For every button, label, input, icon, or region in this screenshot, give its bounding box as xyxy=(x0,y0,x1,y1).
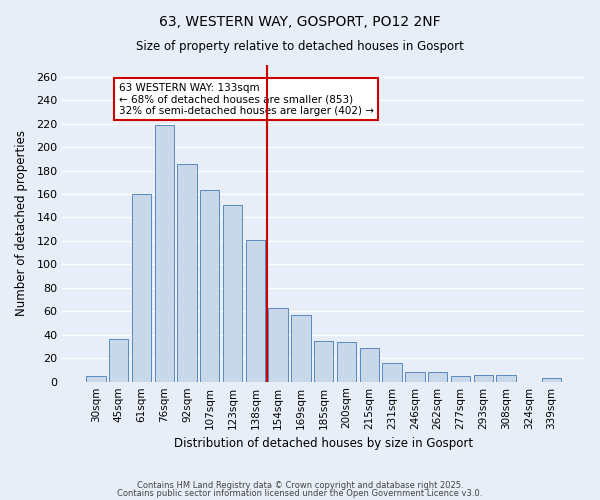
Bar xyxy=(496,374,515,382)
Bar xyxy=(200,190,220,382)
Bar xyxy=(359,348,379,382)
Bar xyxy=(451,376,470,382)
Bar xyxy=(223,204,242,382)
Bar xyxy=(473,374,493,382)
Bar xyxy=(291,315,311,382)
Bar xyxy=(109,340,128,382)
Bar xyxy=(132,194,151,382)
Bar xyxy=(405,372,425,382)
Bar xyxy=(155,125,174,382)
Bar xyxy=(428,372,448,382)
Bar xyxy=(337,342,356,382)
Text: 63, WESTERN WAY, GOSPORT, PO12 2NF: 63, WESTERN WAY, GOSPORT, PO12 2NF xyxy=(159,15,441,29)
Bar xyxy=(268,308,288,382)
Y-axis label: Number of detached properties: Number of detached properties xyxy=(15,130,28,316)
X-axis label: Distribution of detached houses by size in Gosport: Distribution of detached houses by size … xyxy=(174,437,473,450)
Bar xyxy=(382,363,402,382)
Text: Contains HM Land Registry data © Crown copyright and database right 2025.: Contains HM Land Registry data © Crown c… xyxy=(137,481,463,490)
Bar xyxy=(542,378,561,382)
Text: 63 WESTERN WAY: 133sqm
← 68% of detached houses are smaller (853)
32% of semi-de: 63 WESTERN WAY: 133sqm ← 68% of detached… xyxy=(119,82,374,116)
Bar xyxy=(86,376,106,382)
Bar xyxy=(178,164,197,382)
Bar xyxy=(314,340,334,382)
Text: Contains public sector information licensed under the Open Government Licence v3: Contains public sector information licen… xyxy=(118,488,482,498)
Text: Size of property relative to detached houses in Gosport: Size of property relative to detached ho… xyxy=(136,40,464,53)
Bar xyxy=(245,240,265,382)
